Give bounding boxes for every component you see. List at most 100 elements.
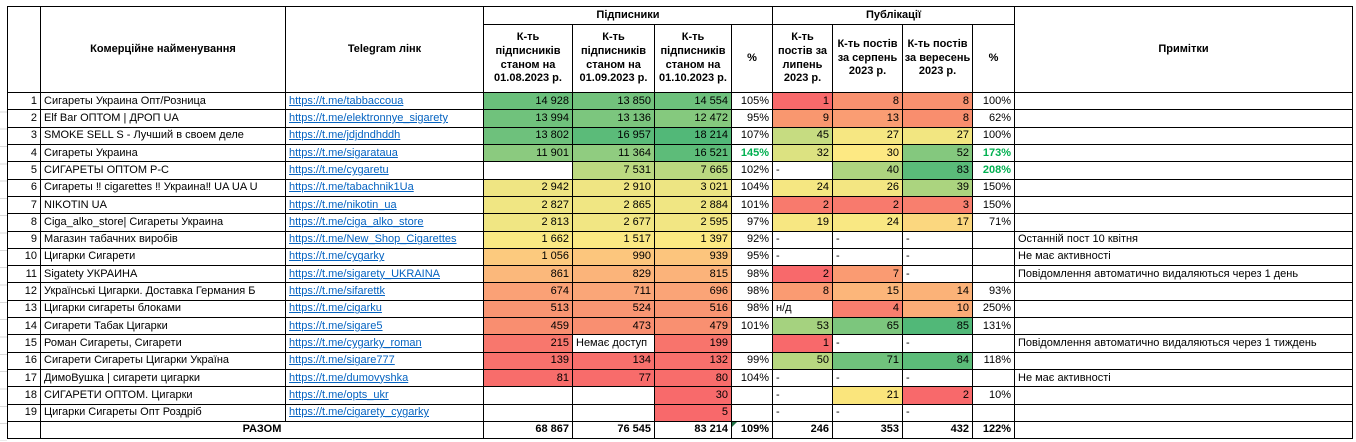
cell-telegram-link: https://t.me/ciga_alko_store: [285, 213, 484, 232]
telegram-link[interactable]: https://t.me/tabachnik1Ua: [289, 181, 414, 194]
telegram-link[interactable]: https://t.me/elektronnye_sigarety: [289, 111, 448, 124]
table-row: 9 Магазин табачних виробів https://t.me/Ne…: [7, 230, 1353, 249]
cell-row-number: 12: [7, 282, 41, 301]
cell-note: [1014, 299, 1353, 319]
cell-posts-jul: 1: [772, 91, 833, 111]
cell-posts-jul: -: [772, 368, 833, 388]
cell-row-number: 19: [7, 403, 41, 422]
cell-channel-name: Сигареты ‼ cigarettes ‼ Украина‼ UA UA U: [40, 178, 286, 197]
cell-subs-percent: 95%: [731, 247, 773, 267]
table-row: 10 Цигарки Сигарети https://t.me/cygarky 1 …: [7, 247, 1353, 267]
telegram-link[interactable]: https://t.me/New_Shop_Cigarettes: [289, 233, 457, 246]
cell-posts-jul: -: [772, 403, 833, 422]
cell-posts-sep: -: [902, 230, 973, 249]
cell-row-number: 1: [7, 91, 41, 111]
cell-posts-jul: н/д: [772, 299, 833, 319]
cell-posts-jul: 45: [772, 126, 833, 145]
cell-subs-percent: 107%: [731, 126, 773, 145]
cell-subs-aug: 139: [483, 351, 573, 371]
cell-subs-oct: 1 397: [654, 230, 732, 249]
cell-subs-percent: 101%: [731, 317, 773, 336]
cell-note: [1014, 91, 1353, 111]
cell-channel-name: NIKOTIN UA: [40, 195, 286, 215]
cell-telegram-link: https://t.me/cigarku: [285, 299, 484, 319]
cell-posts-percent: 10%: [972, 386, 1015, 405]
telegram-link[interactable]: https://t.me/cygarky: [289, 250, 385, 263]
cell-channel-name: Ciga_alko_store| Сигареты Украина: [40, 213, 286, 232]
cell-subs-sep: 134: [572, 351, 655, 371]
telegram-link[interactable]: https://t.me/sigarataua: [289, 146, 398, 159]
table-row: 1 Сигареты Украина Опт/Розница https://t.m…: [7, 91, 1353, 111]
telegram-link[interactable]: https://t.me/opts_ukr: [289, 388, 389, 401]
telegram-link[interactable]: https://t.me/cigarku: [289, 302, 382, 315]
header-posts-aug: К-ть постів за серпень 2023 р.: [832, 24, 903, 93]
telegram-link[interactable]: https://t.me/tabbaccoua: [289, 94, 404, 107]
telegram-link[interactable]: https://t.me/sigare777: [289, 354, 395, 367]
cell-posts-aug: -: [832, 247, 903, 267]
cell-posts-aug: 40: [832, 161, 903, 180]
cell-posts-percent: 62%: [972, 109, 1015, 128]
telegram-link[interactable]: https://t.me/cigarety_cygarky: [289, 406, 429, 419]
total-cell-subs-aug: 68 867: [483, 420, 573, 439]
cell-posts-jul: 2: [772, 195, 833, 215]
cell-subs-sep: 524: [572, 299, 655, 319]
cell-posts-percent: 71%: [972, 213, 1015, 232]
cell-posts-sep: 8: [902, 109, 973, 128]
cell-row-number: 2: [7, 109, 41, 128]
cell-subs-percent: 95%: [731, 109, 773, 128]
cell-note: [1014, 213, 1353, 232]
cell-subs-oct: 132: [654, 351, 732, 371]
cell-posts-aug: 8: [832, 91, 903, 111]
telegram-link[interactable]: https://t.me/jdjdndhddh: [289, 129, 401, 142]
cell-subs-oct: 516: [654, 299, 732, 319]
telegram-link[interactable]: https://t.me/sigarety_UKRAINA: [289, 267, 440, 280]
cell-subs-sep: 2 865: [572, 195, 655, 215]
cell-posts-aug: 27: [832, 126, 903, 145]
cell-posts-sep: -: [902, 265, 973, 284]
cell-channel-name: Цигарки Сигареты Опт Роздріб: [40, 403, 286, 422]
cell-telegram-link: https://t.me/sifarettk: [285, 282, 484, 301]
cell-posts-aug: 2: [832, 195, 903, 215]
cell-posts-percent: [972, 265, 1015, 284]
telegram-link[interactable]: https://t.me/dumovyshka: [289, 371, 409, 384]
telegram-link[interactable]: https://t.me/nikotin_ua: [289, 198, 397, 211]
cell-telegram-link: https://t.me/sigarataua: [285, 143, 484, 163]
cell-posts-sep: 52: [902, 143, 973, 163]
cell-subs-sep: 77: [572, 368, 655, 388]
total-label: РАЗОМ: [40, 420, 484, 439]
cell-subs-oct: 12 472: [654, 109, 732, 128]
cell-subs-percent: [731, 403, 773, 422]
cell-posts-sep: 8: [902, 91, 973, 111]
cell-subs-oct: 2 884: [654, 195, 732, 215]
cell-subs-aug: [483, 386, 573, 405]
telegram-link[interactable]: https://t.me/sifarettk: [289, 285, 385, 298]
header-group-subscribers: Підписники: [483, 6, 773, 25]
telegram-link[interactable]: https://t.me/ciga_alko_store: [289, 215, 424, 228]
cell-subs-percent: [731, 334, 773, 353]
cell-subs-oct: 7 665: [654, 161, 732, 180]
cell-subs-aug: 81: [483, 368, 573, 388]
left-gutter-gridlines: [0, 95, 7, 441]
cell-posts-jul: 24: [772, 178, 833, 197]
cell-subs-aug: 861: [483, 265, 573, 284]
cell-posts-sep: 10: [902, 299, 973, 319]
cell-posts-percent: 208%: [972, 161, 1015, 180]
table-row: 7 NIKOTIN UA https://t.me/nikotin_ua 2 827 2…: [7, 195, 1353, 215]
cell-posts-percent: 150%: [972, 195, 1015, 215]
cell-posts-jul: -: [772, 230, 833, 249]
cell-channel-name: Сигареты Украина Опт/Розница: [40, 91, 286, 111]
cell-subs-sep: 473: [572, 317, 655, 336]
telegram-link[interactable]: https://t.me/cygaretu: [289, 163, 389, 176]
telegram-link[interactable]: https://t.me/sigare5: [289, 319, 383, 332]
cell-posts-percent: 100%: [972, 126, 1015, 145]
cell-subs-oct: 2 595: [654, 213, 732, 232]
cell-row-number: 16: [7, 351, 41, 371]
cell-subs-aug: 674: [483, 282, 573, 301]
cell-subs-aug: 1 056: [483, 247, 573, 267]
telegram-link[interactable]: https://t.me/cygarky_roman: [289, 337, 422, 350]
cell-subs-aug: 13 994: [483, 109, 573, 128]
table-row: 12 Українські Цигарки. Доставка Германия …: [7, 282, 1353, 301]
table-row: 13 Цигарки сигареты блоками https://t.me/c…: [7, 299, 1353, 319]
total-cell-posts-sep: 432: [902, 420, 973, 439]
cell-posts-aug: 26: [832, 178, 903, 197]
